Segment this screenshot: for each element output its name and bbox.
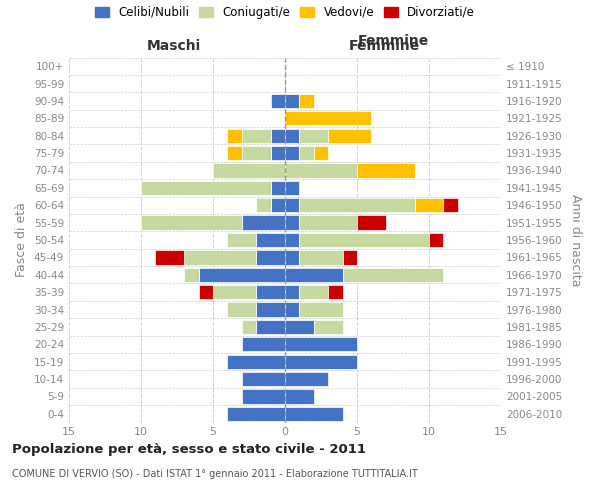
Bar [299, 128, 328, 143]
Legend: Celibi/Nubili, Coniugati/e, Vedovi/e, Divorziati/e: Celibi/Nubili, Coniugati/e, Vedovi/e, Di… [95, 6, 475, 19]
Bar [227, 354, 285, 369]
Text: Femmine: Femmine [358, 34, 428, 48]
Bar [285, 406, 343, 421]
Bar [285, 320, 314, 334]
Bar [415, 198, 443, 212]
Bar [299, 216, 357, 230]
Bar [271, 146, 285, 160]
Bar [285, 146, 299, 160]
Bar [299, 302, 343, 316]
Bar [227, 146, 242, 160]
Bar [242, 337, 285, 351]
Bar [242, 128, 271, 143]
Bar [285, 250, 299, 264]
Bar [285, 180, 299, 195]
Bar [271, 94, 285, 108]
Bar [242, 390, 285, 404]
Bar [271, 128, 285, 143]
Bar [285, 94, 299, 108]
Bar [285, 268, 343, 282]
Bar [256, 302, 285, 316]
Bar [299, 146, 314, 160]
Bar [314, 320, 343, 334]
Bar [256, 320, 285, 334]
Bar [155, 250, 184, 264]
Bar [227, 302, 256, 316]
Text: COMUNE DI VERVIO (SO) - Dati ISTAT 1° gennaio 2011 - Elaborazione TUTTITALIA.IT: COMUNE DI VERVIO (SO) - Dati ISTAT 1° ge… [12, 469, 418, 479]
Bar [443, 198, 458, 212]
Bar [256, 250, 285, 264]
Bar [357, 216, 386, 230]
Bar [227, 128, 242, 143]
Bar [227, 233, 256, 247]
Text: Popolazione per età, sesso e stato civile - 2011: Popolazione per età, sesso e stato civil… [12, 442, 366, 456]
Bar [285, 372, 328, 386]
Bar [285, 164, 357, 177]
Bar [184, 250, 256, 264]
Bar [285, 285, 299, 300]
Bar [227, 406, 285, 421]
Bar [285, 390, 314, 404]
Bar [285, 198, 299, 212]
Bar [184, 268, 199, 282]
Bar [343, 250, 357, 264]
Bar [299, 198, 415, 212]
Bar [357, 164, 415, 177]
Bar [285, 128, 299, 143]
Bar [242, 216, 285, 230]
Bar [299, 94, 314, 108]
Bar [141, 180, 271, 195]
Bar [285, 302, 299, 316]
Text: Femmine: Femmine [349, 38, 419, 52]
Bar [328, 128, 371, 143]
Bar [256, 198, 271, 212]
Bar [314, 146, 328, 160]
Bar [199, 285, 213, 300]
Y-axis label: Anni di nascita: Anni di nascita [569, 194, 582, 286]
Bar [299, 233, 429, 247]
Bar [285, 111, 371, 126]
Bar [242, 320, 256, 334]
Bar [285, 354, 357, 369]
Bar [429, 233, 443, 247]
Bar [213, 164, 285, 177]
Bar [256, 285, 285, 300]
Bar [213, 285, 256, 300]
Bar [242, 146, 271, 160]
Bar [285, 216, 299, 230]
Text: Maschi: Maschi [147, 38, 201, 52]
Bar [285, 233, 299, 247]
Bar [271, 198, 285, 212]
Bar [141, 216, 242, 230]
Bar [343, 268, 443, 282]
Bar [271, 180, 285, 195]
Bar [242, 372, 285, 386]
Bar [285, 337, 357, 351]
Bar [299, 285, 328, 300]
Bar [199, 268, 285, 282]
Bar [328, 285, 343, 300]
Y-axis label: Fasce di età: Fasce di età [16, 202, 28, 278]
Bar [256, 233, 285, 247]
Bar [299, 250, 343, 264]
